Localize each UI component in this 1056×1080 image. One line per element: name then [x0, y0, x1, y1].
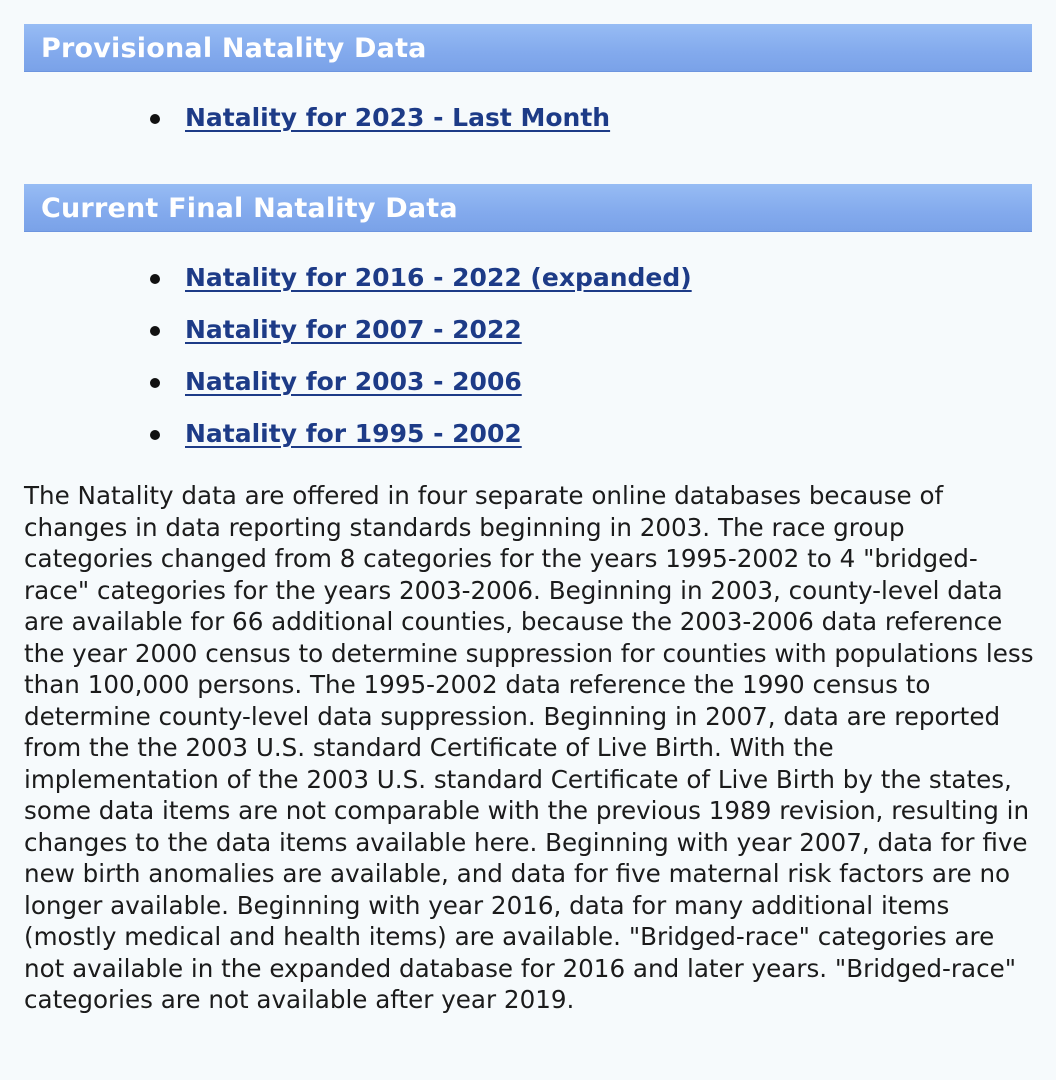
- link-natality-2023-last-month[interactable]: Natality for 2023 - Last Month: [185, 103, 611, 132]
- bullet-icon: [150, 274, 160, 284]
- current-final-natality-heading: Current Final Natality Data: [24, 184, 1032, 232]
- link-natality-1995-2002[interactable]: Natality for 1995 - 2002: [185, 419, 522, 448]
- bullet-icon: [150, 326, 160, 336]
- bullet-icon: [150, 430, 160, 440]
- link-natality-2007-2022[interactable]: Natality for 2007 - 2022: [185, 315, 522, 344]
- natality-description: The Natality data are offered in four se…: [24, 481, 1034, 1014]
- link-natality-2016-2022-expanded[interactable]: Natality for 2016 - 2022 (expanded): [185, 263, 692, 292]
- link-natality-2003-2006[interactable]: Natality for 2003 - 2006: [185, 367, 522, 396]
- bullet-icon: [150, 114, 160, 124]
- bullet-icon: [150, 378, 160, 388]
- provisional-natality-heading: Provisional Natality Data: [24, 24, 1032, 72]
